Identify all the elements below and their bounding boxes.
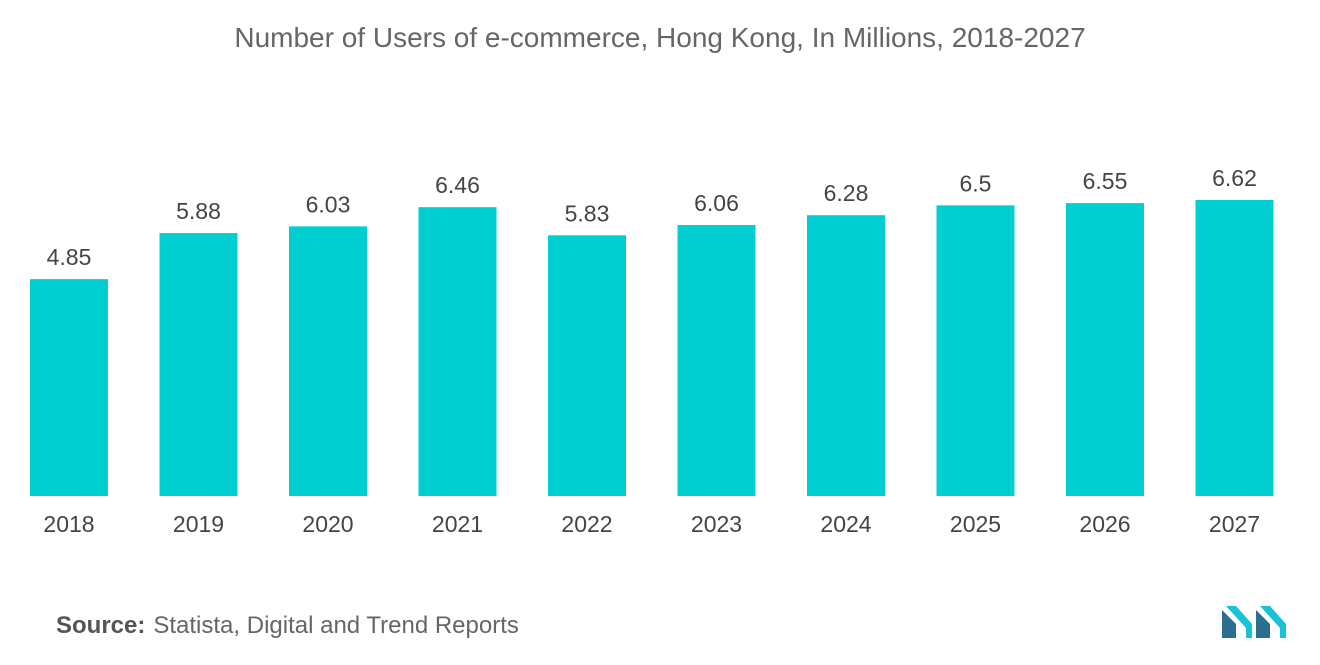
bar-2023 (677, 225, 756, 496)
value-label-2020: 6.03 (306, 191, 351, 217)
x-tick-2022: 2022 (561, 511, 612, 537)
bar-2024 (807, 215, 885, 496)
source-text: Statista, Digital and Trend Reports (153, 612, 519, 639)
chart-title: Number of Users of e-commerce, Hong Kong… (234, 22, 1086, 53)
x-tick-2018: 2018 (43, 511, 94, 537)
source-label: Source: (56, 612, 146, 639)
x-tick-2026: 2026 (1079, 511, 1130, 537)
value-label-2019: 5.88 (176, 198, 221, 224)
value-label-2023: 6.06 (694, 190, 739, 216)
source-note: Source: Statista, Digital and Trend Repor… (56, 612, 519, 640)
x-tick-2021: 2021 (432, 511, 483, 537)
bar-2020 (289, 226, 367, 496)
value-label-2018: 4.85 (47, 244, 92, 270)
value-label-2026: 6.55 (1083, 168, 1128, 194)
value-label-2024: 6.28 (824, 180, 869, 206)
mordor-logo-icon (1222, 606, 1286, 638)
x-tick-2020: 2020 (302, 511, 353, 537)
x-tick-2027: 2027 (1209, 511, 1260, 537)
value-label-2025: 6.5 (960, 170, 992, 196)
x-tick-2024: 2024 (820, 511, 871, 537)
bar-2025 (936, 205, 1015, 497)
value-label-2027: 6.62 (1212, 165, 1257, 191)
value-labels-group: 4.85 5.88 6.03 6.46 5.83 6.06 6.28 6.5 6.55 6.62 (47, 165, 1257, 270)
x-tick-2019: 2019 (173, 511, 224, 537)
x-tick-2025: 2025 (950, 511, 1001, 537)
bar-2018 (30, 279, 108, 496)
bar-2019 (159, 233, 238, 496)
bars-group (30, 200, 1274, 497)
bar-2022 (548, 235, 626, 497)
bar-2027 (1195, 200, 1274, 496)
value-label-2022: 5.83 (565, 200, 610, 226)
x-tick-2023: 2023 (691, 511, 742, 537)
x-axis-ticks-group: 2018 2019 2020 2021 2022 2023 2024 2025 2026 2027 (43, 511, 1260, 537)
bar-2021 (418, 207, 497, 496)
bar-2026 (1066, 203, 1144, 496)
bar-chart: 4.855.88 6.036.465.83 6.06 6.28 6.5 6.55 6.62 … (30, 165, 1274, 537)
value-label-2021: 6.46 (435, 172, 480, 198)
